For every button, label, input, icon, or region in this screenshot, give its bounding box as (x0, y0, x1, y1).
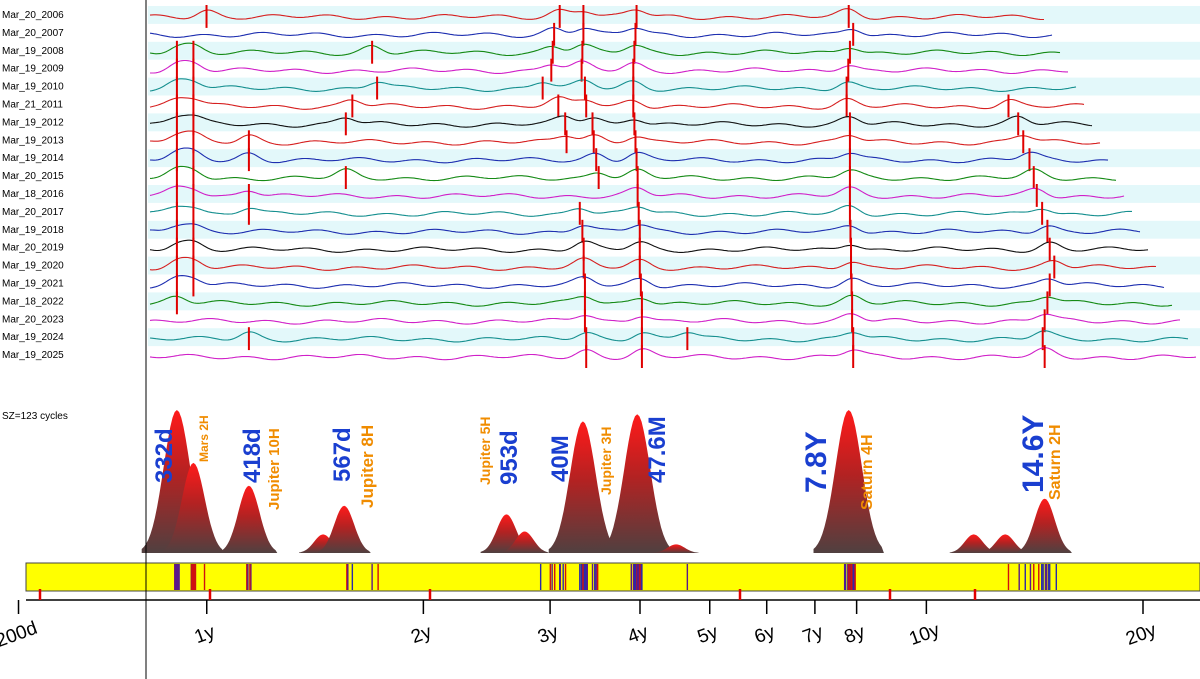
x-tick-label: 2y (408, 621, 435, 648)
sample-size-note: SZ=123 cycles (2, 411, 68, 422)
x-tick-label: 8y (842, 621, 869, 648)
row-band (148, 113, 1200, 132)
peak-bar (548, 421, 618, 553)
series-trace (149, 223, 1141, 235)
series-label: Mar_20_2019 (2, 243, 64, 254)
series-trace (149, 275, 1165, 289)
peak-bar (162, 462, 224, 553)
series-label: Mar_21_2011 (2, 100, 63, 111)
planet-label: Mars 2H (197, 415, 211, 462)
period-label: 332d (151, 428, 178, 483)
row-band (148, 292, 1200, 311)
row-band (148, 77, 1200, 96)
peak-bar (949, 534, 998, 553)
period-label: 418d (239, 428, 266, 483)
series-trace (149, 165, 1117, 182)
series-label: Mar_20_2023 (2, 314, 64, 325)
planet-label: Jupiter 3H (598, 427, 614, 495)
peak-histogram (141, 410, 1072, 553)
planet-label: Jupiter 10H (266, 428, 283, 510)
strip-background (25, 562, 1200, 592)
series-label: Mar_19_2014 (2, 153, 64, 164)
series-trace (149, 239, 1149, 253)
series-trace (149, 114, 1093, 128)
x-tick-label: 200d (0, 618, 40, 652)
peak-bar (981, 534, 1030, 553)
series-trace (149, 330, 1189, 343)
period-label: 567d (329, 427, 356, 482)
series-label: Mar_18_2022 (2, 296, 64, 307)
series-trace (149, 130, 1101, 146)
series-label: Mar_19_2020 (2, 261, 64, 272)
series-trace (149, 313, 1181, 325)
peak-bar (652, 544, 700, 553)
peak-bar (317, 505, 371, 553)
peak-bar (1017, 498, 1072, 553)
row-band (148, 41, 1200, 60)
peak-strip (25, 562, 1200, 592)
row-band (148, 328, 1200, 347)
period-label: 14.6Y (1017, 415, 1050, 493)
series-label: Mar_20_2006 (2, 10, 64, 21)
series-label: Mar_19_2010 (2, 82, 64, 93)
series-label: Mar_19_2013 (2, 135, 64, 146)
series-label: Mar_19_2025 (2, 350, 64, 361)
peak-bar (602, 414, 673, 553)
series-trace (149, 27, 1053, 39)
series-label: Mar_20_2017 (2, 207, 64, 218)
planet-label: Saturn 2H (1047, 424, 1064, 500)
series-trace (149, 294, 1173, 307)
series-trace (150, 59, 1068, 75)
planet-label: Jupiter 5H (477, 417, 493, 485)
planet-label: Saturn 4H (859, 434, 876, 510)
planet-label: Jupiter 8H (358, 425, 377, 508)
x-tick-label: 10y (907, 620, 943, 650)
series-trace (149, 347, 1197, 361)
series-label: Mar_19_2009 (2, 64, 64, 75)
series-trace (149, 78, 1077, 92)
series-label: Mar_19_2024 (2, 332, 64, 343)
series-trace (149, 204, 1132, 217)
period-label: 7.8Y (800, 431, 833, 493)
x-tick-label: 6y (752, 621, 779, 648)
series-label: Mar_20_2015 (2, 171, 64, 182)
peak-bar (220, 485, 278, 553)
x-tick-label: 5y (695, 621, 722, 648)
peak-bar (813, 410, 884, 553)
series-label: Mar_20_2007 (2, 28, 64, 39)
series-label: Mar_19_2012 (2, 117, 64, 128)
row-band (148, 220, 1200, 239)
x-tick-label: 1y (192, 621, 219, 648)
peak-bar (500, 531, 549, 553)
x-tick-label: 3y (535, 621, 562, 648)
x-axis: 200d 1y 2y 3y 4y 5y 6y 7y 8y 10y 20y (0, 589, 1200, 652)
series-trace (149, 96, 1085, 110)
x-tick-label: 4y (625, 621, 652, 648)
period-label: 40M (547, 435, 574, 482)
series-label: Mar_19_2018 (2, 225, 64, 236)
series-label: Mar_19_2021 (2, 279, 64, 290)
series-trace (149, 8, 1044, 21)
row-bands (148, 6, 1200, 347)
period-label: 953d (496, 430, 523, 485)
x-tick-label: 20y (1123, 620, 1159, 650)
series-labels: Mar_20_2006 Mar_20_2007 Mar_19_2008 Mar_19_… (2, 10, 64, 361)
series-traces (149, 5, 1197, 368)
x-tick-label: 7y (800, 621, 827, 648)
peak-annotations: 332d Mars 2H 418d Jupiter 10H 567d Jupiter 8H… (151, 415, 1064, 510)
series-label: Mar_18_2016 (2, 189, 64, 200)
series-trace (149, 147, 1109, 164)
row-band (148, 149, 1200, 168)
row-band (148, 256, 1200, 275)
series-label: Mar_19_2008 (2, 46, 64, 57)
series-trace (149, 42, 1061, 57)
period-label: 47.6M (644, 416, 671, 483)
series-trace (149, 256, 1157, 271)
